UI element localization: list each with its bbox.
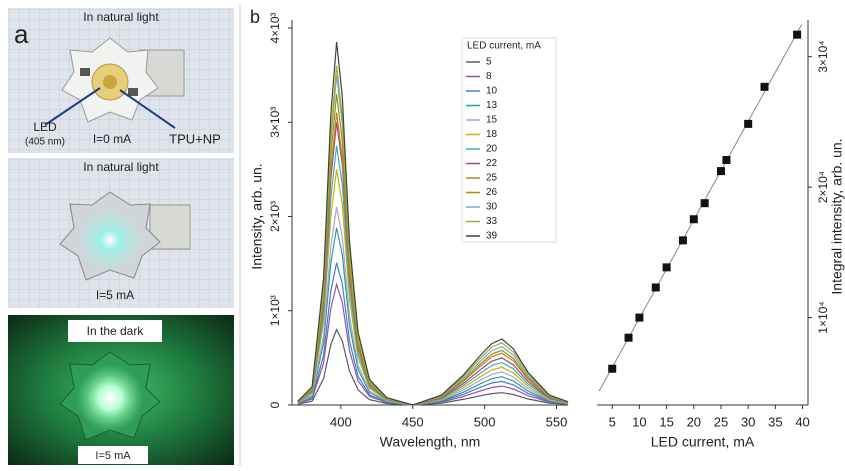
- x-tick-label: 500: [474, 414, 496, 429]
- legend-label: 18: [486, 129, 498, 140]
- legend-label: 15: [486, 115, 498, 126]
- y-tick-label: 2×10³: [268, 201, 282, 232]
- photo-1: [8, 8, 234, 153]
- data-point: [651, 283, 660, 292]
- caption: In natural light: [83, 160, 159, 174]
- y-tick-label: 4×10³: [268, 12, 282, 43]
- legend-label: 39: [486, 231, 498, 242]
- data-point: [662, 263, 671, 272]
- x-axis-label: Wavelength, nm: [380, 434, 481, 450]
- x-tick-label: 550: [546, 414, 568, 429]
- data-point: [744, 119, 753, 128]
- label: (405 nm): [25, 137, 65, 148]
- x-tick-label: 15: [659, 414, 673, 429]
- x-tick-label: 5: [609, 414, 616, 429]
- panel-label: a: [14, 19, 29, 49]
- legend-label: 33: [486, 216, 498, 227]
- legend-label: 22: [486, 158, 498, 169]
- caption: In the dark: [87, 324, 145, 338]
- y-tick-label: 1×10⁴: [816, 302, 830, 334]
- y-tick-label: 3×10³: [268, 107, 282, 138]
- spectrum-line: [297, 282, 569, 406]
- legend-label: 8: [486, 71, 492, 82]
- label: TPU+NP: [169, 131, 221, 146]
- legend-label: 10: [486, 86, 498, 97]
- y-tick-label: 2×10⁴: [816, 171, 830, 203]
- x-tick-label: 30: [741, 414, 755, 429]
- x-tick-label: 20: [687, 414, 701, 429]
- legend-box: [461, 37, 557, 243]
- x-tick-label: 400: [330, 414, 352, 429]
- label: LED: [33, 120, 57, 134]
- y-tick-label: 0: [268, 401, 282, 408]
- x-tick-label: 35: [768, 414, 782, 429]
- data-point: [624, 333, 633, 342]
- y-tick-label: 1×10³: [268, 295, 282, 326]
- label: I=0 mA: [93, 132, 131, 146]
- spectrum-line: [297, 42, 569, 406]
- data-point: [760, 82, 769, 91]
- legend-title: LED current, mA: [467, 41, 541, 52]
- legend-label: 26: [486, 187, 498, 198]
- data-point: [678, 236, 687, 245]
- legend-label: 30: [486, 202, 498, 213]
- legend-label: 25: [486, 173, 498, 184]
- photo-2: [8, 158, 234, 308]
- legend-label: 20: [486, 144, 498, 155]
- data-point: [722, 156, 731, 165]
- data-point: [793, 30, 802, 39]
- y-axis-label: Integral intensity, arb. un.: [829, 138, 845, 294]
- data-point: [689, 215, 698, 224]
- x-tick-label: 10: [632, 414, 646, 429]
- x-tick-label: 40: [795, 414, 809, 429]
- y-axis-label: Intensity, arb. un.: [249, 163, 265, 269]
- data-point: [700, 199, 709, 208]
- y-tick-label: 3×10⁴: [816, 41, 830, 73]
- caption: In natural light: [83, 10, 159, 24]
- data-point: [608, 364, 617, 373]
- x-tick-label: 450: [402, 414, 424, 429]
- legend-label: 13: [486, 100, 498, 111]
- legend-label: 5: [486, 57, 492, 68]
- caption-box: [78, 446, 148, 464]
- data-point: [716, 167, 725, 176]
- data-point: [635, 313, 644, 322]
- panel-label: b: [250, 7, 260, 27]
- x-axis-label: LED current, mA: [651, 434, 755, 450]
- label: I=5 mA: [96, 288, 134, 302]
- caption-box: [68, 320, 162, 342]
- label: I=5 mA: [95, 450, 131, 462]
- panel-a-labels: a In natural light LED (405 nm) I=0 mA T…: [14, 10, 221, 464]
- x-tick-label: 25: [714, 414, 728, 429]
